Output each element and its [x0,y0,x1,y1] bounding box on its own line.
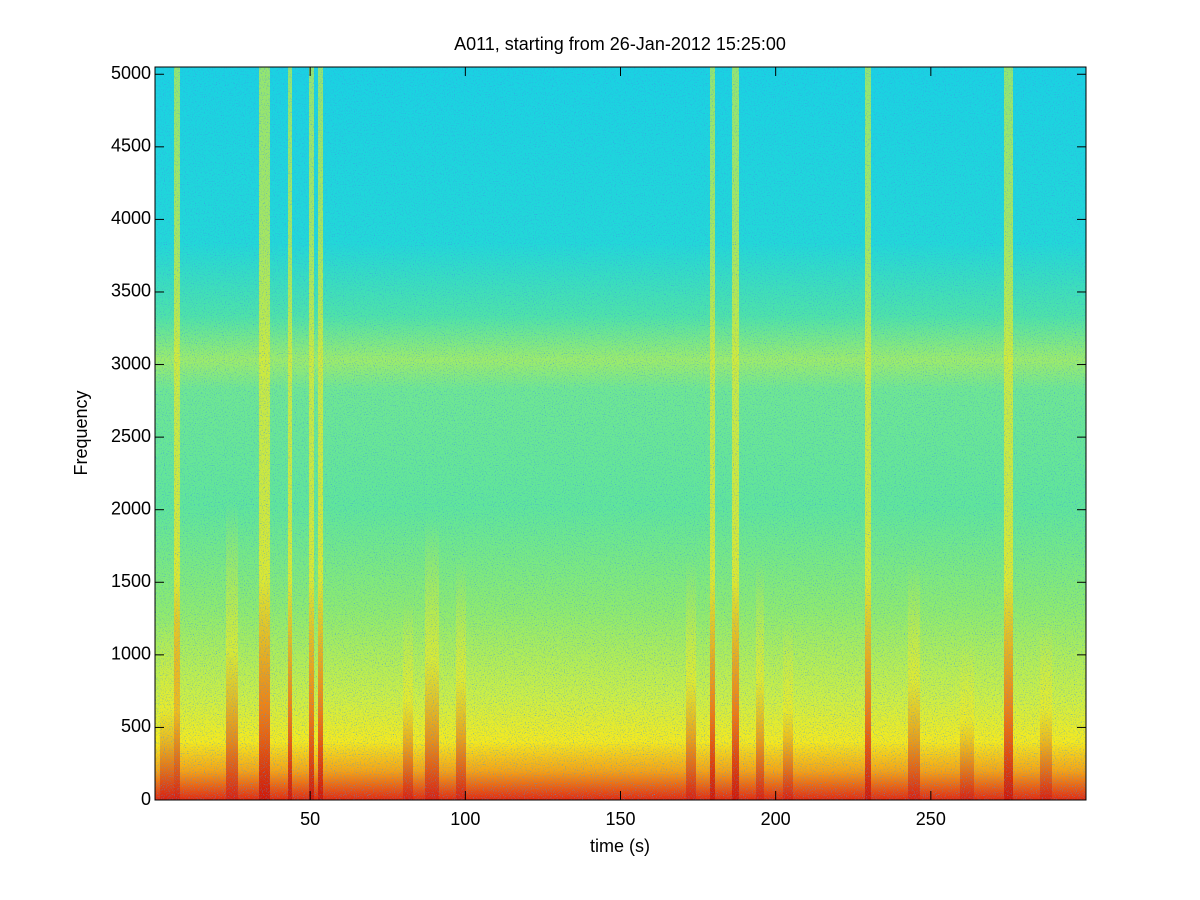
y-tick-label: 0 [141,789,151,809]
x-axis-label: time (s) [590,836,650,856]
y-tick-label: 4500 [111,136,151,156]
y-tick-label: 3000 [111,353,151,373]
y-axis-label: Frequency [71,390,91,475]
x-tick-label: 250 [916,809,946,829]
x-tick-label: 200 [761,809,791,829]
x-tick-label: 150 [605,809,635,829]
x-tick-label: 100 [450,809,480,829]
y-tick-label: 1000 [111,644,151,664]
y-tick-label: 2500 [111,426,151,446]
y-tick-label: 4000 [111,208,151,228]
spectrogram [155,67,1086,800]
y-tick-label: 500 [121,716,151,736]
chart-title: A011, starting from 26-Jan-2012 15:25:00 [454,34,786,54]
x-tick-label: 50 [300,809,320,829]
spectrogram-noise [155,67,1086,800]
y-tick-label: 2000 [111,498,151,518]
y-tick-label: 1500 [111,571,151,591]
y-tick-label: 5000 [111,63,151,83]
y-tick-label: 3500 [111,281,151,301]
